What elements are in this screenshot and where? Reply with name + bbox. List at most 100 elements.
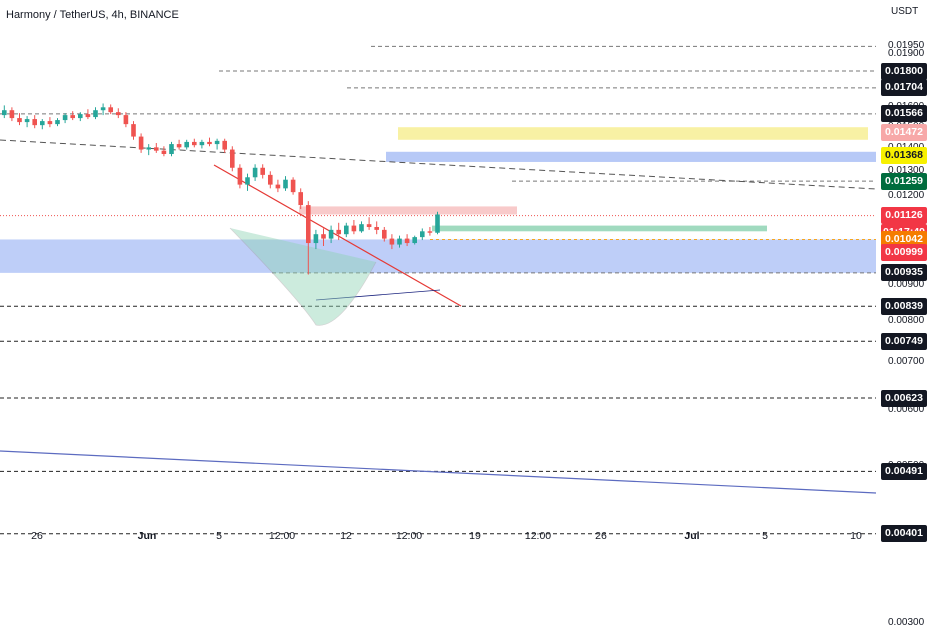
x-tick-label: 19 (469, 530, 481, 542)
stop-zone-red (299, 206, 517, 215)
candle (123, 115, 129, 125)
price-label: 0.00749 (881, 332, 927, 350)
candle (427, 231, 433, 233)
candle (321, 234, 326, 239)
x-tick-label: 12:00 (395, 530, 423, 542)
target-zone-green (432, 225, 767, 232)
candle (245, 177, 250, 185)
y-tick-label: 0.01900 (888, 48, 925, 60)
candle (9, 110, 15, 119)
y-tick-label: 0.00900 (888, 278, 925, 290)
candle (306, 205, 311, 244)
candle (192, 141, 197, 146)
x-tick-label: 5 (762, 530, 768, 542)
x-tick-label: 5 (216, 530, 222, 542)
currency-label: USDT (891, 6, 919, 17)
x-tick-label: 26 (595, 530, 607, 542)
candle (138, 136, 144, 150)
candle (32, 119, 37, 126)
neckline (315, 289, 441, 301)
x-tick-label: Jul (684, 530, 700, 542)
candle (260, 167, 265, 175)
price-chart[interactable] (0, 0, 932, 550)
candle (336, 229, 341, 235)
candle (93, 110, 98, 118)
cup-pattern (229, 227, 377, 326)
y-tick-label: 0.00800 (888, 314, 925, 326)
candle (237, 167, 243, 185)
x-tick-label: 12:00 (268, 530, 296, 542)
candle (420, 231, 425, 238)
candle (146, 147, 151, 150)
price-label: 0.01259 (881, 172, 927, 190)
x-tick-label: 12 (340, 530, 352, 542)
candle (116, 112, 121, 116)
candle (328, 229, 334, 239)
price-label: 0.01126 (881, 207, 927, 225)
price-label: 0.00401 (881, 525, 927, 543)
candle (366, 224, 372, 228)
candle (154, 147, 159, 151)
x-tick-label: 12:00 (524, 530, 552, 542)
candle (108, 107, 113, 113)
price-label: 0.00491 (881, 462, 927, 480)
candle (222, 140, 227, 150)
y-tick-label: 0.00300 (888, 617, 925, 629)
x-tick-label: 10 (850, 530, 862, 542)
y-tick-label: 0.01950 (888, 40, 925, 52)
candle (290, 179, 296, 193)
candle (313, 234, 319, 244)
candle (374, 227, 379, 230)
candle (40, 121, 45, 126)
candle (344, 225, 349, 235)
candle (62, 115, 68, 121)
resistance-zone-blue (386, 151, 876, 162)
candle (85, 114, 91, 118)
candle (55, 120, 60, 125)
candle (412, 237, 417, 244)
x-tick-label: 26 (31, 530, 43, 542)
price-label: 0.00623 (881, 389, 927, 407)
candle (24, 119, 30, 123)
candle (397, 238, 402, 245)
resistance-zone-yellow (398, 127, 868, 140)
y-tick-label: 0.01200 (888, 189, 925, 201)
price-label: 0.01566 (881, 105, 927, 123)
candle (70, 115, 75, 119)
candle (404, 238, 410, 244)
candle (230, 149, 235, 168)
candle (161, 150, 167, 155)
candle (435, 214, 440, 233)
x-tick-label: Jun (137, 530, 157, 542)
candle (214, 140, 220, 145)
candle (47, 121, 53, 125)
y-tick-label: 0.01300 (888, 165, 925, 177)
chart-title: Harmony / TetherUS, 4h, BINANCE (6, 9, 179, 21)
candle (283, 179, 288, 189)
descending-trendline (213, 164, 462, 307)
candle (169, 144, 174, 155)
candle (17, 118, 22, 123)
candle (207, 141, 212, 145)
long-trend-dashed (0, 139, 877, 190)
y-tick-label: 0.00600 (888, 403, 925, 415)
price-label: 0.01800 (881, 62, 927, 80)
price-label: 0.01472 (881, 124, 927, 142)
candle (298, 192, 303, 206)
candle (2, 110, 7, 116)
candle (184, 141, 189, 148)
price-label: 0.00935 (881, 264, 927, 282)
price-label: 0.01368 (881, 147, 927, 165)
candle (275, 184, 281, 189)
candle (252, 167, 258, 178)
candle (131, 124, 136, 137)
demand-zone (0, 239, 876, 273)
price-label: 0.01704 (881, 79, 927, 97)
candle (100, 107, 106, 111)
candle (351, 225, 357, 232)
candle (268, 174, 273, 185)
candle (176, 144, 182, 148)
candle (359, 224, 364, 232)
candle (78, 114, 83, 119)
candle (389, 238, 395, 245)
